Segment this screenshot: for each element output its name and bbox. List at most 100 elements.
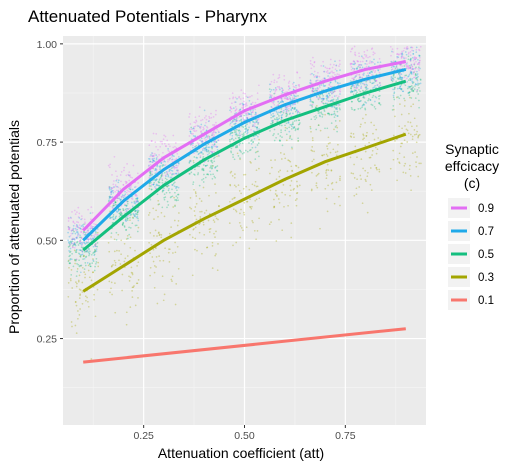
scatter-point (201, 167, 204, 170)
scatter-point (137, 182, 139, 184)
scatter-point (78, 236, 81, 239)
scatter-point (270, 221, 272, 223)
scatter-point (73, 222, 76, 225)
scatter-point (234, 122, 237, 125)
scatter-point (353, 69, 355, 72)
scatter-point (329, 91, 332, 93)
scatter-point (203, 212, 206, 214)
scatter-point (391, 68, 394, 70)
scatter-point (395, 80, 397, 83)
scatter-point (72, 243, 75, 246)
scatter-point (79, 227, 82, 230)
scatter-point (148, 182, 151, 185)
scatter-point (410, 73, 413, 75)
scatter-point (125, 191, 128, 194)
scatter-point (119, 214, 122, 217)
scatter-point (362, 96, 365, 99)
scatter-point (136, 198, 139, 201)
scatter-point (83, 257, 86, 260)
scatter-point (255, 134, 258, 137)
scatter-point (129, 236, 132, 239)
scatter-point (400, 53, 403, 55)
scatter-point (125, 210, 128, 212)
scatter-point (311, 150, 314, 152)
scatter-point (125, 220, 128, 222)
scatter-point (244, 103, 247, 106)
scatter-point (312, 74, 315, 76)
scatter-point (117, 181, 120, 184)
scatter-point (280, 110, 282, 113)
scatter-point (361, 104, 364, 107)
scatter-point (150, 188, 153, 191)
scatter-point (80, 264, 83, 267)
scatter-point (121, 289, 123, 292)
scatter-point (135, 197, 137, 200)
scatter-point (79, 249, 82, 252)
scatter-point (150, 174, 152, 177)
scatter-point (256, 126, 258, 129)
scatter-point (125, 323, 128, 326)
scatter-point (166, 185, 169, 188)
scatter-point (284, 193, 287, 196)
scatter-point (109, 195, 111, 198)
scatter-point (242, 106, 245, 109)
scatter-point (362, 103, 365, 106)
scatter-point (289, 134, 292, 137)
scatter-point (390, 78, 393, 81)
scatter-point (69, 279, 72, 282)
scatter-point (416, 76, 418, 79)
scatter-point (233, 158, 236, 161)
scatter-point (78, 259, 80, 262)
scatter-point (399, 85, 402, 88)
scatter-point (204, 147, 206, 150)
scatter-point (407, 121, 409, 123)
scatter-point (408, 85, 411, 88)
scatter-point (122, 222, 125, 225)
scatter-point (117, 209, 120, 211)
scatter-point (330, 92, 333, 95)
series-line-0.5 (82, 79, 407, 252)
scatter-point (119, 187, 122, 190)
scatter-point (411, 87, 414, 90)
scatter-point (312, 101, 315, 104)
scatter-point (367, 99, 369, 102)
scatter-point (315, 89, 318, 92)
scatter-point (239, 134, 241, 136)
scatter-point (359, 82, 362, 85)
scatter-point (194, 136, 196, 138)
scatter-point (200, 151, 203, 153)
scatter-point (89, 226, 92, 228)
scatter-point (84, 233, 87, 236)
scatter-point (206, 135, 208, 138)
scatter-point (294, 199, 297, 202)
scatter-point (359, 66, 361, 69)
scatter-point (327, 75, 329, 77)
scatter-point (235, 112, 238, 114)
scatter-point (192, 183, 194, 186)
scatter-point (79, 294, 81, 297)
scatter-point (353, 89, 356, 91)
scatter-point (284, 97, 286, 100)
scatter-point (233, 176, 236, 179)
scatter-point (129, 227, 132, 229)
scatter-point (200, 137, 203, 140)
scatter-point (252, 120, 254, 123)
scatter-point (246, 200, 248, 203)
scatter-point (158, 231, 160, 234)
scatter-point (399, 78, 402, 80)
scatter-point (278, 87, 281, 89)
scatter-point (116, 199, 119, 202)
scatter-point (238, 109, 241, 112)
scatter-point (120, 239, 123, 242)
scatter-point (240, 227, 243, 229)
scatter-point (155, 133, 158, 135)
scatter-point (293, 120, 296, 122)
scatter-point (364, 178, 367, 181)
scatter-point (151, 170, 153, 173)
scatter-point (396, 55, 399, 58)
scatter-point (81, 224, 84, 226)
scatter-point (366, 211, 369, 214)
scatter-point (294, 108, 296, 110)
scatter-point (202, 177, 205, 180)
scatter-point (375, 167, 378, 169)
